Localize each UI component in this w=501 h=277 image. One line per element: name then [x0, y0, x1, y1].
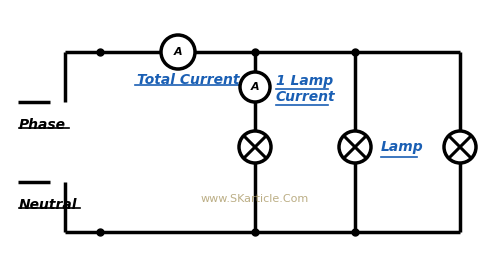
Text: 1 Lamp: 1 Lamp	[276, 74, 333, 88]
Circle shape	[161, 35, 195, 69]
Text: www.SKarticle.Com: www.SKarticle.Com	[201, 194, 309, 204]
Circle shape	[240, 72, 270, 102]
Text: A: A	[250, 82, 260, 92]
Text: Neutral: Neutral	[19, 198, 78, 212]
Circle shape	[444, 131, 476, 163]
Text: A: A	[174, 47, 182, 57]
Circle shape	[239, 131, 271, 163]
Circle shape	[339, 131, 371, 163]
Text: Current: Current	[276, 90, 336, 104]
Text: Total Current: Total Current	[137, 73, 239, 87]
Text: Phase: Phase	[19, 118, 66, 132]
Text: Lamp: Lamp	[381, 140, 424, 154]
